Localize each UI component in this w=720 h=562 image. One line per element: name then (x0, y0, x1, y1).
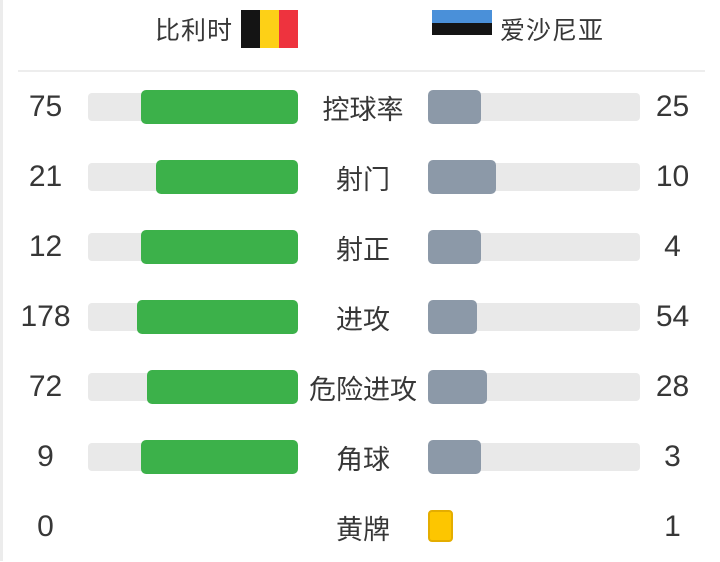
stat-label: 控球率 (322, 94, 404, 125)
away-stat-bar (428, 230, 640, 264)
away-stat-bar (428, 510, 640, 542)
home-stat-value: 0 (37, 510, 54, 543)
away-stat-value: 25 (655, 90, 690, 123)
away-stat-bar-fill (428, 90, 481, 124)
away-stat-bar (428, 90, 640, 124)
away-stat-value: 3 (664, 440, 681, 473)
stat-row: 178 进攻 54 (3, 282, 720, 352)
stat-row: 9 角球 3 (3, 422, 720, 492)
away-stat-value: 10 (655, 160, 690, 193)
stat-label: 射正 (336, 234, 390, 265)
away-stat-value: 4 (664, 230, 681, 263)
home-stat-bar (88, 90, 298, 124)
stat-row: 0 黄牌 1 (3, 492, 720, 562)
belgium-flag-icon (241, 10, 299, 48)
home-stat-bar (88, 300, 298, 334)
home-stat-bar (88, 370, 298, 404)
stat-label: 射门 (336, 164, 390, 195)
stat-row: 75 控球率 25 (3, 72, 720, 142)
estonia-flag-black-stripe (432, 22, 492, 36)
belgium-flag-black-stripe (241, 10, 261, 48)
home-team: 比利时 (155, 9, 299, 49)
belgium-flag-red-stripe (279, 10, 299, 48)
home-stat-bar (88, 440, 298, 474)
home-stat-bar-fill (140, 90, 298, 124)
stat-label: 危险进攻 (309, 374, 417, 405)
stat-label: 黄牌 (336, 514, 390, 545)
home-stat-bar-fill (140, 230, 298, 264)
home-stat-bar (88, 230, 298, 264)
home-stat-value: 9 (37, 440, 54, 473)
away-stat-bar-fill (428, 370, 488, 404)
away-stat-bar-fill (428, 230, 481, 264)
stat-row: 21 射门 10 (3, 142, 720, 212)
stat-label: 角球 (336, 444, 390, 475)
home-stat-value: 21 (28, 160, 63, 193)
home-stat-bar (88, 513, 298, 541)
home-stat-bar-fill (136, 300, 298, 334)
away-stat-bar-fill (428, 300, 478, 334)
yellow-card-icon (428, 510, 453, 542)
home-stat-bar-fill (146, 370, 298, 404)
home-team-name: 比利时 (155, 17, 234, 45)
stat-label: 进攻 (336, 304, 390, 335)
away-team-name: 爱沙尼亚 (500, 17, 605, 45)
away-stat-bar-fill (428, 440, 481, 474)
home-stat-bar-fill (155, 160, 298, 194)
home-stat-bar-fill (140, 440, 298, 474)
stat-row: 72 危险进攻 28 (3, 352, 720, 422)
home-stat-value: 72 (28, 370, 63, 403)
away-stat-bar (428, 160, 640, 194)
away-stat-bar (428, 300, 640, 334)
estonia-flag-icon (432, 10, 492, 49)
home-stat-bar (88, 160, 298, 194)
away-stat-value: 1 (664, 510, 681, 543)
estonia-flag-white-stripe (432, 35, 492, 49)
home-stat-value: 178 (20, 300, 71, 333)
home-stat-value: 75 (28, 90, 63, 123)
header: 比利时 爱沙尼亚 (3, 0, 720, 70)
away-stat-bar-fill (428, 160, 497, 194)
away-stat-value: 28 (655, 370, 690, 403)
stat-row: 12 射正 4 (3, 212, 720, 282)
header-divider (18, 70, 705, 72)
away-stat-bar (428, 370, 640, 404)
stats-list: 75 控球率 25 21 射门 10 12 (3, 72, 720, 562)
home-stat-value: 12 (28, 230, 63, 263)
away-stat-bar (428, 440, 640, 474)
belgium-flag-yellow-stripe (260, 10, 280, 48)
away-stat-value: 54 (655, 300, 690, 333)
estonia-flag-blue-stripe (432, 10, 492, 23)
away-team: 爱沙尼亚 (432, 9, 604, 49)
